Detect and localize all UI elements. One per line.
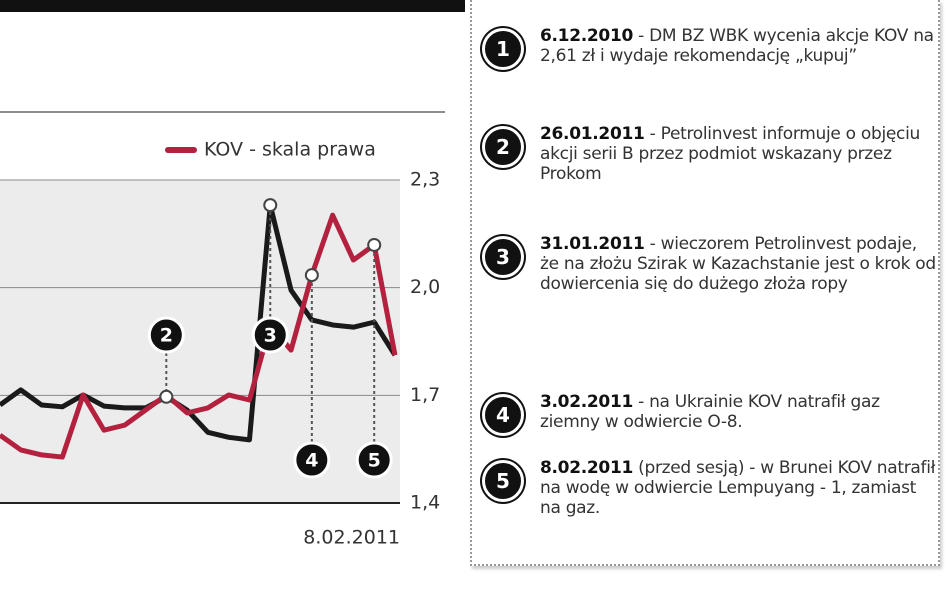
- event: 4 3.02.2011 - na Ukrainie KOV natrafił ga…: [478, 392, 938, 436]
- event-point: [304, 268, 319, 283]
- legend-label: KOV - skala prawa: [204, 139, 376, 161]
- event: 3 31.01.2011 - wieczorem Petrolinvest pod…: [478, 234, 938, 294]
- event-number: 4: [482, 394, 524, 436]
- event-point: [159, 389, 174, 404]
- series-line: [0, 202, 398, 443]
- event-text: - Petrolinvest informuje o objęciu akcji…: [540, 124, 920, 184]
- event-text: - DM BZ WBK wycenia akcje KOV na 2,61 zł…: [540, 26, 934, 66]
- event-point: [367, 237, 382, 252]
- event-badge: [293, 441, 331, 479]
- y-tick-label: 2,3: [410, 169, 440, 191]
- event-text-block: 6.12.2010 - DM BZ WBK wycenia akcje KOV …: [540, 26, 938, 70]
- event-text: (przed sesją) - w Brunei KOV natrafił na…: [540, 458, 936, 518]
- event-date: 3.02.2011: [540, 392, 634, 412]
- event-badge-number: 5: [368, 450, 381, 472]
- y-tick-label: 2,0: [410, 276, 440, 298]
- y-tick-label: 1,4: [410, 492, 440, 514]
- event-point: [263, 198, 278, 213]
- event-text-block: 31.01.2011 - wieczorem Petrolinvest poda…: [540, 234, 938, 294]
- chart: 1,4 1,7 2,0 2,3 8.02.2011 KOV - skala prawa 2 3…: [0, 0, 465, 549]
- event-text: - na Ukrainie KOV natrafił gaz ziemny w …: [540, 392, 880, 432]
- top-bar: [0, 0, 465, 12]
- event-number: 5: [482, 460, 524, 502]
- event-text-block: 8.02.2011 (przed sesją) - w Brunei KOV n…: [540, 458, 938, 518]
- event: 2 26.01.2011 - Petrolinvest informuje o o…: [478, 124, 938, 184]
- events-panel: 1 6.12.2010 - DM BZ WBK wycenia akcje KOV…: [470, 0, 940, 566]
- event-number: 2: [482, 126, 524, 168]
- series-line: [0, 212, 398, 460]
- event-badge: [355, 441, 393, 479]
- y-tick-label: 1,7: [410, 384, 440, 406]
- x-tick-label: 8.02.2011: [303, 527, 400, 549]
- event-date: 6.12.2010: [540, 26, 634, 46]
- event: 1 6.12.2010 - DM BZ WBK wycenia akcje KOV…: [478, 26, 938, 70]
- event-text: - wieczorem Petrolinvest podaje, że na z…: [540, 234, 936, 294]
- event-badge-number: 4: [305, 450, 318, 472]
- event-badge-number: 3: [264, 325, 277, 347]
- event-number: 3: [482, 236, 524, 278]
- event-date: 8.02.2011: [540, 458, 634, 478]
- event-badge: [147, 316, 185, 354]
- event-badge-number: 2: [160, 325, 173, 347]
- event: 5 8.02.2011 (przed sesją) - w Brunei KOV …: [478, 458, 938, 518]
- event-date: 26.01.2011: [540, 124, 645, 144]
- event-date: 31.01.2011: [540, 234, 645, 254]
- event-badge: [251, 316, 289, 354]
- event-number: 1: [482, 28, 524, 70]
- event-text-block: 3.02.2011 - na Ukrainie KOV natrafił gaz…: [540, 392, 938, 436]
- event-text-block: 26.01.2011 - Petrolinvest informuje o ob…: [540, 124, 938, 184]
